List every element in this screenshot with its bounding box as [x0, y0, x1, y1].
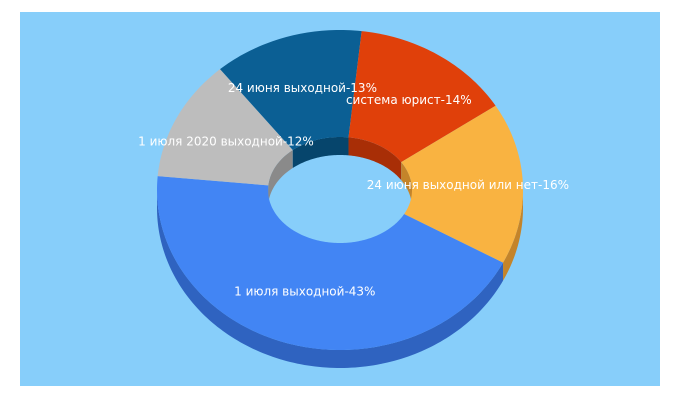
slice-label: 24 июня выходной-13% — [228, 81, 377, 95]
slice-label: 24 июня выходной или нет-16% — [367, 178, 569, 192]
slice-label: система юрист-14% — [346, 93, 472, 107]
slice — [401, 105, 523, 263]
slice — [348, 31, 496, 163]
slices — [157, 30, 523, 350]
slice-side — [503, 190, 523, 281]
walls — [157, 137, 523, 368]
slice-inner-side — [292, 137, 349, 168]
slice-label: 1 июля 2020 выходной-12% — [138, 134, 314, 148]
slice-inner-side — [348, 137, 402, 181]
slice-label: 1 июля выходной-43% — [234, 284, 375, 298]
labels: 1 июля выходной-43% 1 июля 2020 выходной-… — [138, 81, 569, 298]
slice — [157, 176, 504, 350]
slice-inner-side — [401, 162, 412, 208]
slice — [157, 69, 293, 186]
slice-inner-side — [268, 149, 293, 204]
slice — [220, 30, 362, 150]
